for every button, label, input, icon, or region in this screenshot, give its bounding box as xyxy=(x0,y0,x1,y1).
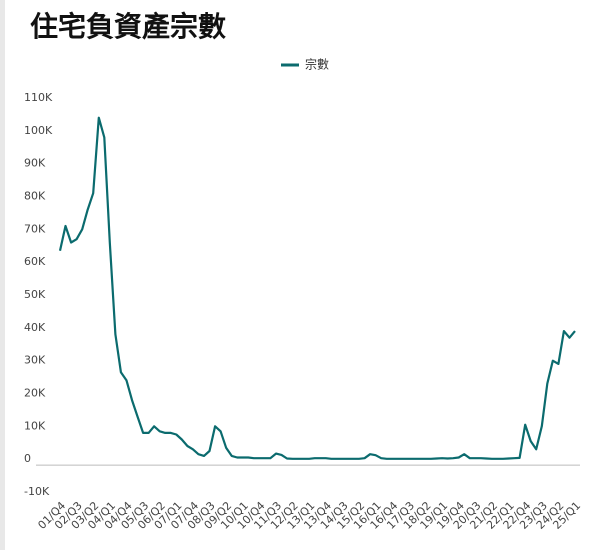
y-tick-label: 70K xyxy=(24,222,46,235)
y-tick-label: 10K xyxy=(24,419,46,432)
y-tick-label: 40K xyxy=(24,321,46,334)
y-tick-label: 60K xyxy=(24,255,46,268)
y-tick-label: -10K xyxy=(24,485,50,498)
y-tick-label: 110K xyxy=(24,91,53,104)
side-border xyxy=(0,0,5,550)
y-tick-label: 90K xyxy=(24,157,46,170)
chart-title: 住宅負資產宗數 xyxy=(30,10,226,43)
y-tick-label: 100K xyxy=(24,124,53,137)
y-tick-label: 20K xyxy=(24,387,46,400)
legend-label: 宗數 xyxy=(305,57,329,72)
y-tick-label: 50K xyxy=(24,288,46,301)
y-tick-label: 30K xyxy=(24,354,46,367)
y-tick-label: 0 xyxy=(24,452,31,465)
line-series xyxy=(58,116,576,460)
y-tick-label: 80K xyxy=(24,190,46,203)
